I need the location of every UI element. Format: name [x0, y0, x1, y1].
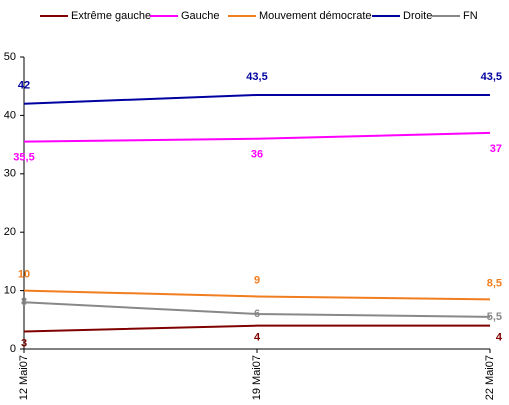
value-label: 6: [254, 308, 260, 320]
y-tick-label: 40: [4, 109, 16, 121]
value-label: 3: [21, 337, 27, 349]
value-label: 5,5: [487, 311, 502, 323]
value-label: 4: [496, 332, 503, 344]
value-label: 10: [18, 269, 30, 281]
value-label: 8,5: [487, 277, 502, 289]
value-label: 9: [254, 274, 260, 286]
series-line: [23, 93, 490, 105]
value-label: 43,5: [481, 71, 502, 83]
value-label: 37: [490, 143, 502, 155]
value-label: 35,5: [13, 152, 34, 164]
x-tick-label: 22 Mai07: [484, 355, 496, 400]
y-tick-label: 30: [4, 168, 16, 180]
x-tick-label: 12 Mai07: [18, 355, 30, 400]
legend-label: FN: [463, 10, 478, 22]
value-label: 8: [21, 296, 27, 308]
legend-label: Extrême gauche: [71, 10, 151, 22]
series-line: [23, 301, 491, 318]
legend-label: Droite: [403, 10, 432, 22]
y-tick-label: 10: [4, 285, 16, 297]
y-tick-label: 20: [4, 226, 16, 238]
series-line: [23, 131, 491, 143]
legend-label: Mouvement démocrate: [259, 10, 372, 22]
y-tick-label: 0: [10, 343, 16, 355]
value-label: 42: [18, 80, 30, 92]
value-label: 43,5: [246, 71, 267, 83]
series-line: [23, 289, 491, 301]
value-label: 36: [251, 149, 263, 161]
y-tick-label: 50: [4, 51, 16, 63]
value-label: 4: [254, 332, 261, 344]
legend-label: Gauche: [181, 10, 220, 22]
x-tick-label: 19 Mai07: [251, 355, 263, 400]
series-line: [23, 324, 490, 333]
